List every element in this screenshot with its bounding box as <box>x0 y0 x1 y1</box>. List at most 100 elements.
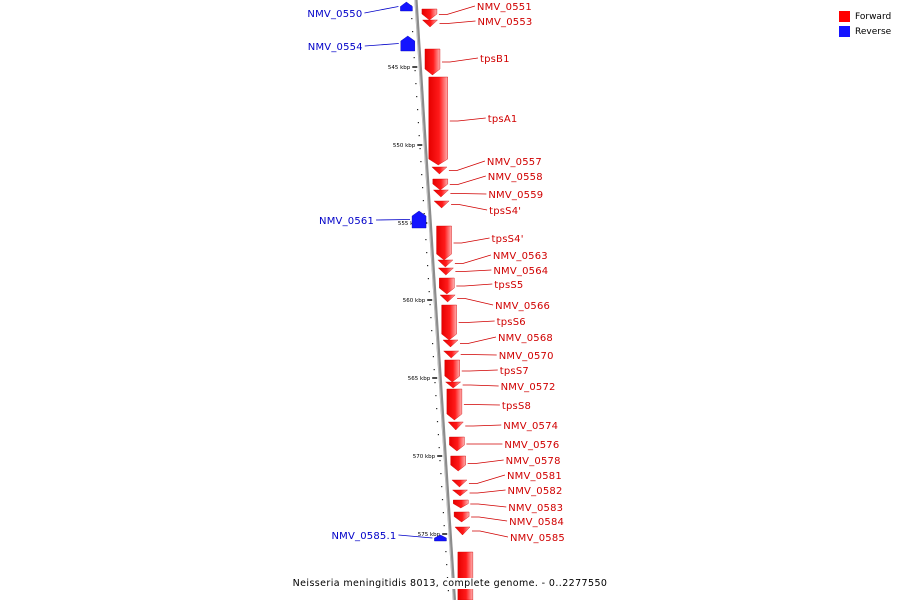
forward-swatch <box>839 11 850 22</box>
label-leader-line <box>453 237 490 244</box>
label-leader-line <box>459 336 497 344</box>
gene-label: NMV_0585 <box>510 533 565 544</box>
ruler-minor-tick <box>428 291 430 293</box>
ruler-label: 570 kbp <box>413 454 436 460</box>
legend: Forward Reverse <box>839 9 891 39</box>
feature-nmv-0563: NMV_0563 <box>437 251 548 268</box>
gene-label: NMV_0581 <box>507 471 562 482</box>
forward-gene-arrow <box>432 189 449 198</box>
ruler-minor-tick <box>440 473 442 475</box>
gene-label: NMV_0568 <box>498 333 553 344</box>
ruler-minor-tick <box>427 278 429 280</box>
forward-gene-arrow <box>450 455 466 472</box>
gene-label: NMV_0570 <box>499 351 554 362</box>
ruler-minor-tick <box>441 486 443 488</box>
ruler-minor-tick <box>438 447 440 449</box>
label-leader-line <box>364 6 399 14</box>
reverse-label: Reverse <box>855 26 892 37</box>
ruler-minor-tick <box>425 239 427 241</box>
gene-label: NMV_0576 <box>504 440 559 451</box>
feature-tpss4-: tpsS4' <box>436 225 523 261</box>
forward-gene-arrow <box>454 526 471 536</box>
ruler-minor-tick <box>436 421 439 423</box>
label-leader-line <box>364 43 399 47</box>
label-leader-line <box>438 5 476 15</box>
forward-gene-arrow <box>421 19 439 28</box>
gene-label: tpsS8 <box>502 401 531 412</box>
gene-label: NMV_0551 <box>477 2 532 13</box>
feature-nmv-0554: NMV_0554 <box>308 35 415 53</box>
feature-nmv-0551: NMV_0551 <box>421 2 532 21</box>
feature-nmv-0568: NMV_0568 <box>442 333 553 348</box>
reverse-gene-arrow <box>411 210 427 229</box>
ruler-minor-tick <box>446 564 448 566</box>
forward-gene-arrow <box>451 489 469 497</box>
gene-label: NMV_0553 <box>478 17 533 28</box>
ruler-minor-tick <box>417 122 419 124</box>
forward-gene-arrow <box>421 8 438 21</box>
ruler-minor-tick <box>418 135 420 137</box>
label-leader-line <box>458 320 495 323</box>
ruler-minor-tick <box>442 512 444 514</box>
gene-label: NMV_0584 <box>509 517 564 528</box>
legend-reverse: Reverse <box>839 24 891 39</box>
ruler-minor-tick <box>422 187 424 189</box>
label-leader-line <box>455 269 492 272</box>
feature-nmv-0558: NMV_0558 <box>432 172 543 191</box>
feature-nmv-0583: NMV_0583 <box>453 499 563 514</box>
ruler-minor-tick <box>412 31 414 33</box>
gene-label: NMV_0561 <box>319 216 374 227</box>
label-leader-line <box>470 503 507 508</box>
feature-nmv-0570: NMV_0570 <box>443 350 554 362</box>
forward-gene-arrow <box>424 48 441 76</box>
label-leader-line <box>448 160 486 171</box>
label-leader-line <box>449 175 486 185</box>
ruler-minor-tick <box>421 174 423 176</box>
ruler-minor-tick <box>437 434 439 436</box>
ruler-minor-tick <box>416 96 418 98</box>
feature-nmv-0585: NMV_0585 <box>454 526 565 544</box>
ruler-minor-tick <box>430 317 432 319</box>
label-leader-line <box>469 489 506 494</box>
reverse-swatch <box>839 26 850 37</box>
ruler-minor-tick <box>435 395 437 397</box>
feature-nmv-0564: NMV_0564 <box>437 266 548 277</box>
feature-nmv-0574: NMV_0574 <box>447 421 558 432</box>
forward-gene-arrow <box>443 350 460 359</box>
label-leader-line <box>439 20 476 24</box>
reverse-gene-arrow <box>434 534 447 542</box>
ruler-minor-tick <box>429 304 431 306</box>
gene-label: NMV_0554 <box>308 42 363 53</box>
feature-nmv-0566: NMV_0566 <box>439 294 550 312</box>
label-leader-line <box>441 57 479 63</box>
gene-label: NMV_0574 <box>503 421 558 432</box>
gene-label: NMV_0582 <box>508 486 563 497</box>
ruler-minor-tick <box>441 499 444 501</box>
ruler-label: 560 kbp <box>403 298 426 304</box>
label-leader-line <box>465 424 502 427</box>
feature-tpsb1: tpsB1 <box>424 48 509 76</box>
ruler-minor-tick <box>419 148 421 150</box>
label-leader-line <box>468 474 506 484</box>
feature-tpss5: tpsS5 <box>439 277 523 295</box>
forward-gene-arrow <box>439 277 455 295</box>
forward-label: Forward <box>855 11 892 22</box>
label-leader-line <box>471 530 509 538</box>
label-leader-line <box>449 117 486 122</box>
gene-label: tpsS4' <box>489 206 521 217</box>
gene-label: NMV_0566 <box>495 301 550 312</box>
forward-gene-arrow <box>441 304 457 341</box>
label-leader-line <box>450 193 487 195</box>
ruler-minor-tick <box>413 57 415 59</box>
ruler-label: 550 kbp <box>393 143 416 149</box>
forward-gene-arrow <box>437 259 454 268</box>
label-leader-line <box>457 298 494 306</box>
gene-label: NMV_0550 <box>307 9 362 20</box>
ruler-minor-tick <box>439 460 441 462</box>
forward-gene-arrow <box>447 421 464 431</box>
forward-gene-arrow <box>453 499 469 509</box>
label-leader-line <box>398 534 433 539</box>
gene-label: NMV_0583 <box>508 503 563 514</box>
forward-gene-arrow <box>442 339 459 348</box>
reverse-gene-arrow <box>400 1 413 12</box>
